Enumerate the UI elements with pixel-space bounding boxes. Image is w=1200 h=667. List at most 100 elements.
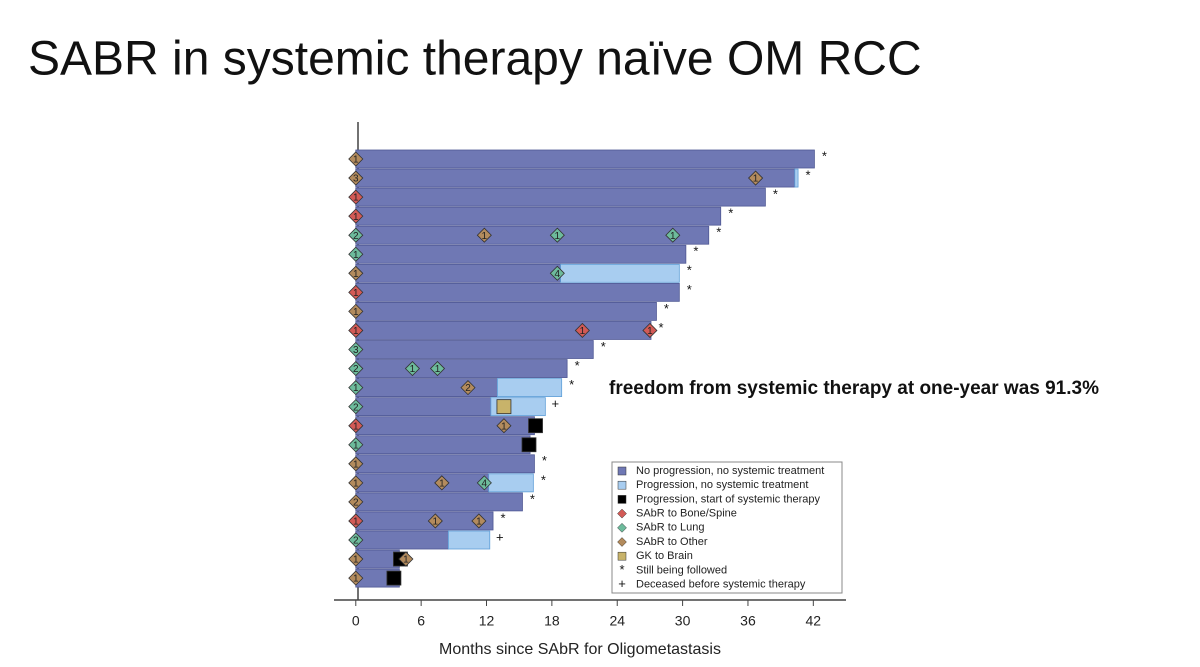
x-axis-label: Months since SAbR for Oligometastasis bbox=[439, 641, 721, 658]
bar bbox=[355, 378, 498, 398]
bar bbox=[355, 225, 710, 245]
bar bbox=[355, 244, 687, 264]
marker-count: 2 bbox=[465, 383, 471, 394]
marker-count: 1 bbox=[555, 231, 561, 242]
end-symbol: * bbox=[601, 339, 606, 354]
legend-label: Deceased before systemic therapy bbox=[636, 579, 806, 591]
end-symbol: * bbox=[687, 282, 692, 297]
annotation: freedom from systemic therapy at one-yea… bbox=[609, 378, 1099, 399]
marker-count: 1 bbox=[353, 250, 359, 261]
marker-diamond bbox=[348, 303, 364, 319]
marker-diamond bbox=[460, 380, 476, 396]
marker-diamond bbox=[348, 418, 364, 434]
legend-label: GK to Brain bbox=[636, 550, 693, 562]
marker-diamond bbox=[348, 494, 364, 510]
marker-count: 1 bbox=[353, 574, 359, 585]
end-symbol: * bbox=[541, 472, 546, 487]
marker-diamond bbox=[348, 551, 364, 567]
legend-key: * bbox=[619, 562, 624, 577]
marker-count: 3 bbox=[353, 174, 359, 185]
bar bbox=[355, 321, 652, 340]
marker-count: 1 bbox=[353, 383, 359, 394]
marker-count: 1 bbox=[353, 421, 359, 432]
marker-diamond bbox=[476, 475, 492, 491]
x-tick-label: 36 bbox=[740, 613, 756, 629]
marker-count: 1 bbox=[501, 421, 507, 432]
marker-count: 1 bbox=[433, 517, 439, 528]
marker-count: 4 bbox=[482, 478, 488, 489]
marker-diamond bbox=[574, 322, 590, 339]
bar bbox=[355, 435, 531, 455]
end-symbol: * bbox=[806, 167, 811, 182]
marker-count: 4 bbox=[555, 269, 561, 280]
marker-count: 1 bbox=[353, 517, 359, 528]
marker-count: 2 bbox=[353, 364, 359, 375]
end-symbol: * bbox=[575, 358, 580, 373]
marker-diamond bbox=[434, 475, 450, 491]
marker-count: 3 bbox=[353, 345, 359, 356]
marker-count: 1 bbox=[482, 231, 488, 242]
marker-count: 2 bbox=[353, 402, 359, 413]
legend-key bbox=[617, 522, 627, 533]
marker-count: 1 bbox=[753, 174, 759, 185]
end-symbol: * bbox=[658, 320, 663, 335]
legend-label: Progression, start of systemic therapy bbox=[636, 493, 821, 505]
bar bbox=[355, 359, 568, 378]
bar bbox=[355, 492, 523, 512]
legend-key bbox=[617, 537, 627, 547]
marker-count: 1 bbox=[476, 517, 482, 528]
marker-square bbox=[521, 437, 537, 453]
marker-diamond bbox=[642, 322, 658, 339]
legend-key bbox=[617, 466, 627, 476]
marker-diamond bbox=[549, 265, 565, 281]
bar bbox=[355, 149, 815, 169]
legend-label: SAbR to Bone/Spine bbox=[636, 508, 737, 520]
end-symbol: * bbox=[716, 225, 721, 240]
marker-diamond bbox=[348, 151, 364, 167]
bar bbox=[355, 206, 722, 226]
x-tick-label: 24 bbox=[609, 613, 625, 629]
marker-diamond bbox=[348, 380, 364, 396]
marker-diamond bbox=[429, 360, 446, 377]
marker-count: 1 bbox=[353, 478, 359, 489]
end-symbol: * bbox=[693, 244, 698, 259]
marker-square bbox=[386, 570, 402, 586]
marker-diamond bbox=[348, 284, 364, 300]
marker-count: 1 bbox=[403, 555, 409, 566]
marker-diamond bbox=[348, 532, 364, 548]
marker-count: 2 bbox=[353, 498, 359, 509]
end-symbol: * bbox=[822, 148, 827, 163]
bar bbox=[355, 187, 766, 207]
marker-diamond bbox=[348, 437, 364, 453]
end-symbol: * bbox=[501, 510, 506, 525]
progression-bar bbox=[560, 263, 680, 283]
bar bbox=[355, 397, 492, 417]
end-symbol: * bbox=[728, 206, 733, 221]
legend-key: + bbox=[618, 576, 626, 591]
marker-diamond bbox=[348, 360, 364, 377]
bar bbox=[355, 301, 657, 321]
legend-key bbox=[617, 551, 627, 561]
end-symbol: * bbox=[542, 453, 547, 468]
end-symbol: * bbox=[530, 491, 535, 506]
marker-diamond bbox=[476, 227, 492, 243]
legend-label: No progression, no systemic treatment bbox=[636, 465, 824, 477]
marker-square bbox=[496, 399, 512, 415]
marker-diamond bbox=[348, 189, 364, 205]
x-tick-label: 12 bbox=[479, 613, 495, 629]
legend-label: SAbR to Lung bbox=[636, 522, 705, 534]
marker-count: 1 bbox=[647, 326, 653, 337]
marker-diamond bbox=[348, 265, 364, 281]
bar bbox=[355, 168, 796, 188]
x-tick-label: 0 bbox=[352, 613, 360, 629]
marker-count: 2 bbox=[353, 536, 359, 547]
bar bbox=[355, 282, 680, 302]
bar bbox=[355, 340, 594, 359]
marker-diamond bbox=[348, 341, 364, 358]
marker-diamond bbox=[348, 570, 364, 586]
marker-count: 1 bbox=[439, 478, 445, 489]
marker-diamond bbox=[748, 170, 764, 186]
marker-count: 1 bbox=[353, 269, 359, 280]
